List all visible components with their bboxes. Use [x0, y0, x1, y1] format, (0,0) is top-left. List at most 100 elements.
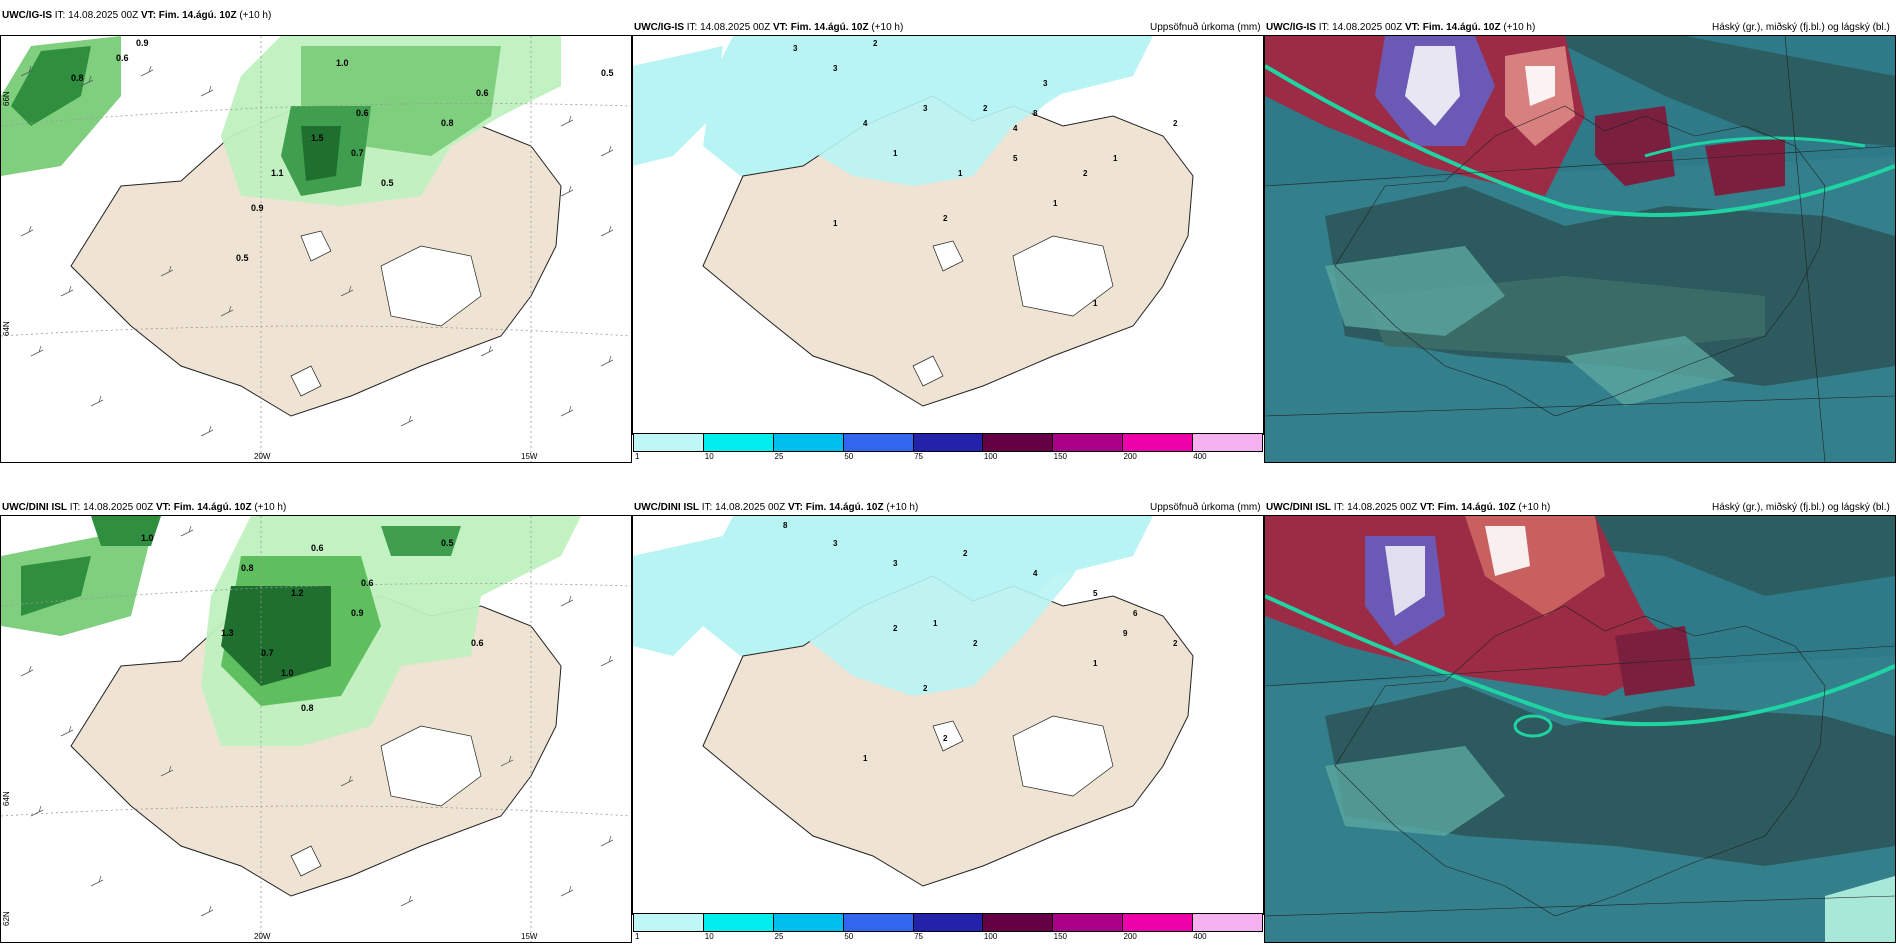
it-value: 14.08.2025 00Z [700, 22, 771, 33]
colorbar-r2 [633, 913, 1263, 932]
value-label: 1 [1053, 199, 1058, 208]
model-name: UWC/DINI ISL [1266, 502, 1331, 513]
value-label: 1 [1093, 299, 1098, 308]
value-label: 3 [833, 64, 838, 73]
colorbar-tick-label: 150 [1053, 932, 1068, 941]
colorbar-tick-label: 100 [983, 932, 998, 941]
map-canvas [1265, 36, 1895, 462]
panel-header-r2c2: UWC/DINI ISL IT: 14.08.2025 00Z VT: Fim.… [634, 502, 918, 514]
panel-header-r2c3: UWC/DINI ISL IT: 14.08.2025 00Z VT: Fim.… [1266, 502, 1550, 514]
vt-label: VT: [1419, 502, 1435, 513]
colorbar-segment [634, 914, 704, 931]
it-label: IT: [686, 22, 698, 33]
value-label: 4 [863, 119, 868, 128]
colorbar-segment [913, 914, 984, 931]
map-canvas [1265, 516, 1895, 942]
model-name: UWC/IG-IS [634, 22, 684, 33]
map-canvas: 0.9 0.6 0.8 1.5 0.6 0.5 0.7 1.0 0.8 0.6 0.5 1.1 0.9 0… [1, 36, 631, 462]
colorbar-tick-label: 400 [1193, 932, 1207, 941]
value-label: 2 [893, 624, 898, 633]
colorbar-tick-label: 1 [635, 452, 640, 461]
vt-label: VT: [155, 502, 171, 513]
colorbar-tick-label: 25 [774, 452, 784, 461]
vt-value: Fim. 14.ágú. 10Z [805, 502, 884, 513]
colorbar-segment [773, 434, 844, 451]
lead-time: (+10 h) [1503, 22, 1536, 33]
map-cloud-cover-r2 [1264, 515, 1896, 943]
value-label: 0.9 [351, 608, 364, 618]
map-accum-precip-r1: 3 3 2 4 1 3 2 4 5 8 3 2 1 2 1 2 1 1 1 [632, 35, 1264, 435]
colorbar-r1 [633, 433, 1263, 452]
it-label: IT: [701, 502, 713, 513]
model-name: UWC/IG-IS [2, 10, 52, 21]
lead-time: (+10 h) [886, 502, 919, 513]
it-value: 14.08.2025 00Z [1332, 22, 1403, 33]
lead-time: (+10 h) [1518, 502, 1551, 513]
lon-label-20w: 20W [254, 932, 271, 941]
lead-time: (+10 h) [254, 502, 287, 513]
value-label: 1 [933, 619, 938, 628]
value-label: 1 [958, 169, 963, 178]
colorbar-tick-label: 100 [983, 452, 998, 461]
value-label: 1.5 [311, 133, 324, 143]
it-value: 14.08.2025 00Z [68, 10, 139, 21]
model-name: UWC/IG-IS [1266, 22, 1316, 33]
value-label: 2 [1173, 639, 1178, 648]
colorbar-segment [634, 434, 704, 451]
value-label: 1.0 [281, 668, 294, 678]
colorbar-segment [1053, 434, 1124, 451]
value-label: 4 [1033, 569, 1038, 578]
colorbar-segment [703, 434, 774, 451]
lat-label-64n: 64N [2, 791, 11, 806]
value-label: 3 [1043, 79, 1048, 88]
colorbar-tick-label: 75 [914, 452, 924, 461]
value-label: 0.8 [71, 73, 84, 83]
value-label: 1.0 [336, 58, 349, 68]
map-canvas: 1.0 0.6 0.8 1.2 0.9 0.7 1.3 1.0 0.8 0.6 0.5 0.6 [1, 516, 631, 942]
lon-label-15w: 15W [521, 452, 538, 461]
value-label: 2 [943, 214, 948, 223]
model-name: UWC/DINI ISL [2, 502, 67, 513]
colorbar-segment [983, 434, 1054, 451]
value-label: 9 [1123, 629, 1128, 638]
value-label: 1.3 [221, 628, 234, 638]
value-label: 6 [1133, 609, 1138, 618]
value-label: 1.0 [141, 533, 154, 543]
colorbar-segment [1053, 914, 1124, 931]
value-label: 2 [973, 639, 978, 648]
colorbar-tick-label: 50 [844, 932, 854, 941]
value-label: 0.5 [381, 178, 394, 188]
colorbar-segment [1193, 434, 1263, 451]
value-label: 4 [1013, 124, 1018, 133]
value-label: 3 [833, 539, 838, 548]
value-label: 0.9 [136, 38, 149, 48]
colorbar-tick-label: 75 [914, 932, 924, 941]
colorbar-tick-label: 10 [704, 932, 714, 941]
value-label: 0.9 [251, 203, 264, 213]
colorbar-tick-label: 1 [635, 932, 640, 941]
value-label: 0.5 [601, 68, 614, 78]
vt-value: Fim. 14.ágú. 10Z [173, 502, 252, 513]
it-value: 14.08.2025 00Z [1347, 502, 1418, 513]
map-precip-wind-r1: 0.9 0.6 0.8 1.5 0.6 0.5 0.7 1.0 0.8 0.6 0.5 1.1 0.9 0… [0, 35, 632, 463]
value-label: 2 [1173, 119, 1178, 128]
lat-label-62n: 62N [2, 911, 11, 926]
value-label: 5 [1013, 154, 1018, 163]
value-label: 2 [943, 734, 948, 743]
lon-label-20w: 20W [254, 452, 271, 461]
value-label: 0.6 [471, 638, 484, 648]
map-canvas: 8 3 3 2 4 5 6 9 2 1 2 2 2 1 1 2 [633, 516, 1263, 914]
value-label: 2 [1083, 169, 1088, 178]
value-label: 8 [1033, 109, 1038, 118]
map-cloud-cover-r1 [1264, 35, 1896, 463]
colorbar-segment [1123, 914, 1194, 931]
colorbar-ticks-r2: 1 10 25 50 75 100 150 200 400 [633, 932, 1261, 942]
colorbar-segment [1193, 914, 1263, 931]
it-value: 14.08.2025 00Z [83, 502, 154, 513]
it-label: IT: [69, 502, 81, 513]
colorbar-segment [913, 434, 984, 451]
colorbar-tick-label: 200 [1123, 452, 1137, 461]
value-label: 0.5 [236, 253, 249, 263]
vt-label: VT: [772, 22, 788, 33]
value-label: 1 [1093, 659, 1098, 668]
